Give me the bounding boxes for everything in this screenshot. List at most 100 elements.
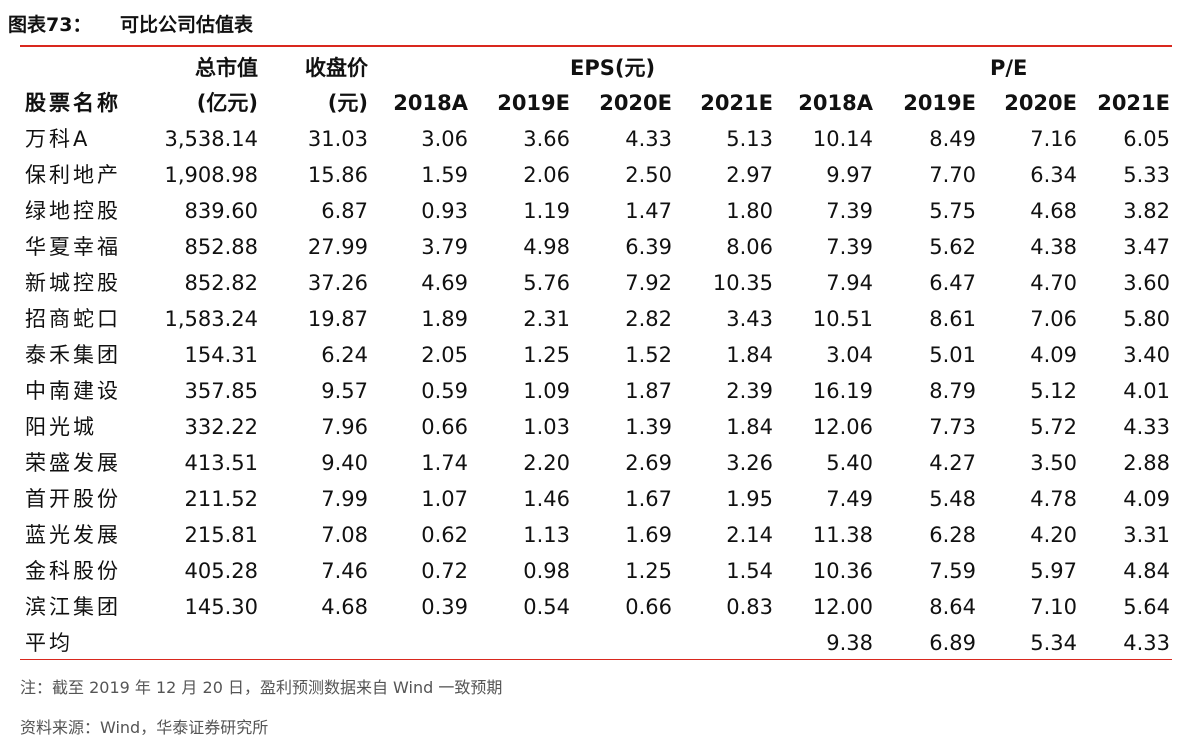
cell: 1.87 xyxy=(625,379,672,403)
cell: 3.26 xyxy=(726,451,773,475)
cell: 2.88 xyxy=(1123,451,1170,475)
cell: 6.39 xyxy=(625,235,672,259)
cell: 0.98 xyxy=(523,559,570,583)
cell: 8.49 xyxy=(929,127,976,151)
cell: 5.33 xyxy=(1123,163,1170,187)
cell: 0.93 xyxy=(421,199,468,223)
row-name: 平均 xyxy=(25,631,73,655)
row-name: 华夏幸福 xyxy=(25,235,121,259)
header-cell: 2020E xyxy=(599,91,672,115)
cell: 0.59 xyxy=(421,379,468,403)
cell: 3.04 xyxy=(826,343,873,367)
cell: 1.46 xyxy=(523,487,570,511)
row-name: 泰禾集团 xyxy=(25,343,121,367)
cell: 1.09 xyxy=(523,379,570,403)
cell: 4.01 xyxy=(1123,379,1170,403)
cell: 6.24 xyxy=(321,343,368,367)
cell: 7.46 xyxy=(321,559,368,583)
header-cell: 2019E xyxy=(497,91,570,115)
header-cell: 2020E xyxy=(1004,91,1077,115)
cell: 1.74 xyxy=(421,451,468,475)
cell: 6.47 xyxy=(929,271,976,295)
cell: 0.39 xyxy=(421,595,468,619)
cell: 1.84 xyxy=(726,343,773,367)
cell: 9.40 xyxy=(321,451,368,475)
header-cell: 2018A xyxy=(798,91,873,115)
cell: 4.98 xyxy=(523,235,570,259)
cell: 5.13 xyxy=(726,127,773,151)
cell: 3.40 xyxy=(1123,343,1170,367)
cell: 2.20 xyxy=(523,451,570,475)
cell: 9.97 xyxy=(826,163,873,187)
cell: 4.27 xyxy=(929,451,976,475)
cell: 8.64 xyxy=(929,595,976,619)
cell: 839.60 xyxy=(184,199,258,223)
cell: 5.76 xyxy=(523,271,570,295)
cell: 852.82 xyxy=(184,271,258,295)
cell: 7.59 xyxy=(929,559,976,583)
cell: 5.80 xyxy=(1123,307,1170,331)
cell: 7.92 xyxy=(625,271,672,295)
note: 注：截至 2019 年 12 月 20 日，盈利预测数据来自 Wind 一致预期 xyxy=(20,678,503,697)
cell: 405.28 xyxy=(184,559,258,583)
cell: 7.39 xyxy=(826,199,873,223)
cell: 31.03 xyxy=(307,127,368,151)
cell: 4.69 xyxy=(421,271,468,295)
cell: 1.19 xyxy=(523,199,570,223)
cell: 16.19 xyxy=(812,379,873,403)
cell: 3.50 xyxy=(1030,451,1077,475)
cell: 5.64 xyxy=(1123,595,1170,619)
cell: 5.72 xyxy=(1030,415,1077,439)
cell: 3.43 xyxy=(726,307,773,331)
cell: 4.84 xyxy=(1123,559,1170,583)
cell: 10.14 xyxy=(812,127,873,151)
cell: 5.75 xyxy=(929,199,976,223)
cell: 7.70 xyxy=(929,163,976,187)
cell: 4.09 xyxy=(1123,487,1170,511)
cell: 3.79 xyxy=(421,235,468,259)
cell: 5.97 xyxy=(1030,559,1077,583)
source: 资料来源：Wind，华泰证券研究所 xyxy=(20,718,269,737)
cell: 11.38 xyxy=(812,523,873,547)
cell: 0.62 xyxy=(421,523,468,547)
cell: 1.03 xyxy=(523,415,570,439)
top-rule xyxy=(20,45,1172,47)
cell: 357.85 xyxy=(184,379,258,403)
cell: 12.00 xyxy=(812,595,873,619)
cell: 332.22 xyxy=(184,415,258,439)
cell: 10.36 xyxy=(812,559,873,583)
cell: 2.69 xyxy=(625,451,672,475)
cell: 3.82 xyxy=(1123,199,1170,223)
cell: 7.99 xyxy=(321,487,368,511)
cell: 9.57 xyxy=(321,379,368,403)
header-cell: 2021E xyxy=(700,91,773,115)
cell: 1.39 xyxy=(625,415,672,439)
cell: 5.48 xyxy=(929,487,976,511)
cell: 6.34 xyxy=(1030,163,1077,187)
cell: 5.40 xyxy=(826,451,873,475)
cell: 8.61 xyxy=(929,307,976,331)
cell: 2.97 xyxy=(726,163,773,187)
cell: 8.06 xyxy=(726,235,773,259)
cell: 0.66 xyxy=(421,415,468,439)
header-cell: 2018A xyxy=(393,91,468,115)
header-cell: (亿元) xyxy=(196,91,258,115)
row-name: 绿地控股 xyxy=(25,199,121,223)
cell: 1,583.24 xyxy=(164,307,258,331)
cell: 2.06 xyxy=(523,163,570,187)
cell: 7.06 xyxy=(1030,307,1077,331)
row-name: 新城控股 xyxy=(25,271,121,295)
row-name: 阳光城 xyxy=(25,415,97,439)
cell: 15.86 xyxy=(307,163,368,187)
row-name: 荣盛发展 xyxy=(25,451,121,475)
header-cell: 总市值 xyxy=(195,56,258,80)
cell: 413.51 xyxy=(184,451,258,475)
cell: 10.35 xyxy=(712,271,773,295)
row-name: 万科A xyxy=(25,127,91,151)
cell: 4.68 xyxy=(1030,199,1077,223)
cell: 6.28 xyxy=(929,523,976,547)
cell: 852.88 xyxy=(184,235,258,259)
row-name: 滨江集团 xyxy=(25,595,121,619)
row-name: 保利地产 xyxy=(25,163,121,187)
